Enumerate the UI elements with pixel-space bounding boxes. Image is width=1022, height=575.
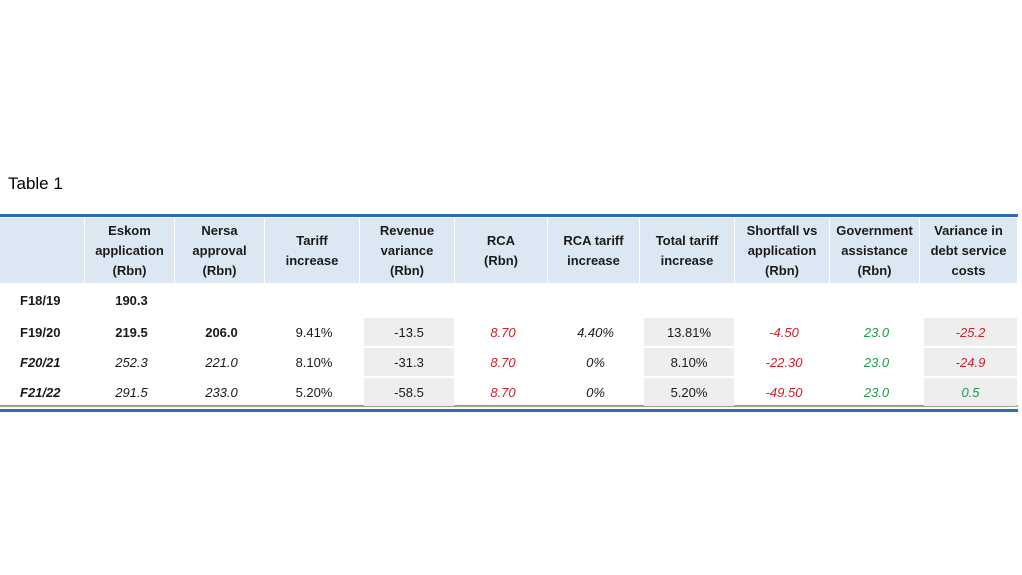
cell: 233.0 (205, 384, 238, 400)
cell: 206.0 (205, 324, 238, 340)
header-text: (Rbn) (857, 262, 892, 278)
header-text: Total tariff (655, 232, 719, 248)
bottom-border (0, 409, 1018, 412)
header-text: (Rbn) (484, 252, 518, 268)
cell: 8.10% (295, 354, 333, 370)
cell: -13.5 (364, 318, 454, 346)
cell: -49.50 (765, 384, 803, 400)
header-cell: Nersa approval (Rbn) (175, 218, 264, 283)
row-label: F18/19 (20, 292, 61, 308)
header-text: Eskom (108, 222, 151, 238)
header-text: approval (192, 242, 247, 258)
header-cell: RCA (Rbn) (455, 218, 547, 283)
header-cell: Shortfall vs application (Rbn) (735, 218, 829, 283)
header-cell: RCA tariff increase (548, 218, 639, 283)
cell: -25.2 (924, 318, 1017, 346)
header-text: Nersa (201, 222, 238, 238)
cell: 23.0 (863, 324, 890, 340)
header-cell (0, 218, 84, 283)
header-text: application (95, 242, 164, 258)
row-label: F20/21 (20, 354, 61, 370)
row-label: F21/22 (20, 384, 61, 400)
header-cell: Eskom application (Rbn) (85, 218, 174, 283)
header-text: Tariff (296, 232, 328, 248)
cell: -22.30 (765, 354, 803, 370)
cell: 0.5 (924, 378, 1017, 406)
header-text: assistance (841, 242, 908, 258)
header-text: increase (660, 252, 714, 268)
header-text: Variance in (934, 222, 1003, 238)
bottom-rule (0, 405, 1018, 407)
top-border (0, 214, 1018, 217)
cell: -31.3 (364, 348, 454, 376)
header-text: (Rbn) (390, 262, 424, 278)
header-cell: Tariff increase (265, 218, 359, 283)
cell: 8.70 (490, 324, 516, 340)
cell: 8.10% (644, 348, 734, 376)
header-text: debt service (930, 242, 1007, 258)
header-text: RCA tariff (563, 232, 624, 248)
row-label: F19/20 (20, 324, 61, 340)
cell: 5.20% (644, 378, 734, 406)
cell: 23.0 (863, 384, 890, 400)
header-cell: Total tariff increase (640, 218, 734, 283)
cell: 13.81% (644, 318, 734, 346)
cell: 8.70 (490, 384, 516, 400)
header-cell: Government assistance (Rbn) (830, 218, 919, 283)
header-text: costs (951, 262, 986, 278)
header-text: variance (380, 242, 434, 258)
header-text: RCA (486, 232, 516, 248)
cell: 252.3 (115, 354, 148, 370)
header-text: increase (285, 252, 339, 268)
header-text: Shortfall vs (746, 222, 818, 238)
cell: 9.41% (295, 324, 333, 340)
cell: 190.3 (115, 292, 148, 308)
cell: 0% (586, 384, 605, 400)
cell: 4.40% (577, 324, 614, 340)
cell: 291.5 (115, 384, 148, 400)
header-text: Revenue (379, 222, 435, 238)
table-caption: Table 1 (8, 174, 63, 193)
cell: 221.0 (205, 354, 238, 370)
header-text: Government (836, 222, 913, 238)
header-cell: Variance in debt service costs (920, 218, 1017, 283)
header-text: (Rbn) (202, 262, 237, 278)
header-text: (Rbn) (112, 262, 147, 278)
header-cell: Revenue variance (Rbn) (360, 218, 454, 283)
header-text: (Rbn) (765, 262, 799, 278)
header-text: application (747, 242, 817, 258)
header-text: increase (567, 252, 620, 268)
cell: -24.9 (924, 348, 1017, 376)
cell: 0% (586, 354, 605, 370)
cell: 219.5 (115, 324, 148, 340)
cell: -4.50 (769, 324, 799, 340)
cell: -58.5 (364, 378, 454, 406)
cell: 8.70 (490, 354, 516, 370)
cell: 5.20% (295, 384, 333, 400)
cell: 23.0 (863, 354, 890, 370)
